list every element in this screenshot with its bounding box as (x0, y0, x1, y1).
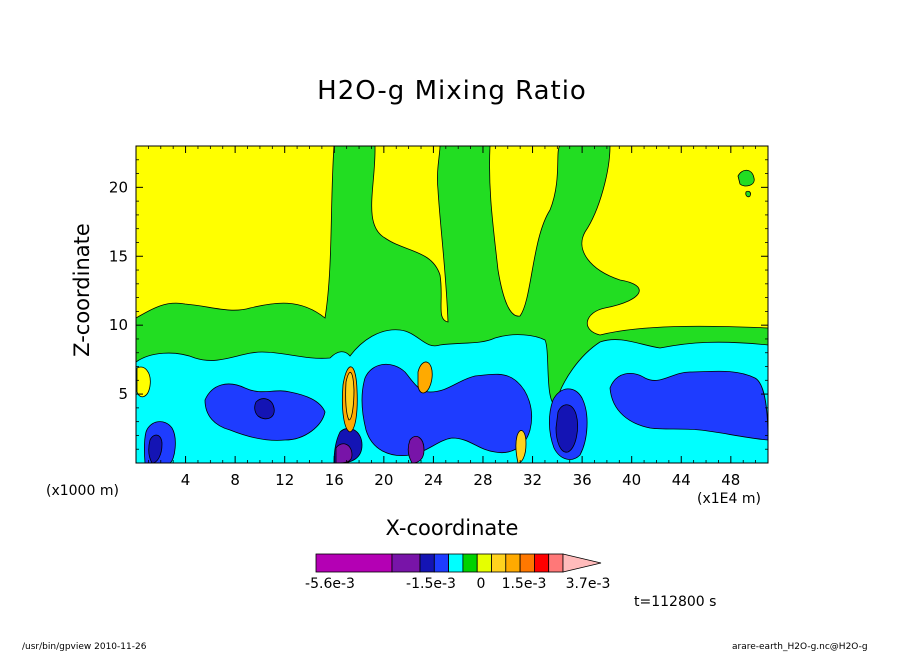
footer-right: arare-earth_H2O-g.nc@H2O-g (732, 642, 868, 652)
plot-frame (135, 145, 769, 464)
x-tick-label: 20 (374, 471, 393, 489)
x-tick-label: 40 (622, 471, 641, 489)
y-tick-label: 15 (109, 247, 128, 265)
x-tick-label: 24 (424, 471, 443, 489)
x-tick-label: 4 (181, 471, 191, 489)
x-tick-label: 44 (672, 471, 691, 489)
colorbar-label: -5.6e-3 (305, 576, 355, 592)
x-tick-label: 48 (721, 471, 740, 489)
colorbar-segment (391, 553, 421, 573)
colorbar-segment (315, 553, 393, 573)
colorbar-segment (519, 553, 535, 573)
region-blue-pocket-3 (609, 370, 768, 441)
colorbar-label: -1.5e-3 (406, 576, 456, 592)
time-label: t=112800 s (634, 594, 717, 610)
colorbar-segment (548, 553, 564, 573)
chart-title: H2O-g Mixing Ratio (317, 76, 587, 106)
x-tick-label: 28 (473, 471, 492, 489)
colorbar-segment (476, 553, 492, 573)
x-tick-label: 12 (275, 471, 294, 489)
colorbar-segment (433, 553, 449, 573)
x-unit-right: (x1E4 m) (697, 491, 761, 507)
colorbar-segment (534, 553, 550, 573)
colorbar-segment (491, 553, 507, 573)
x-axis-label: X-coordinate (385, 516, 519, 540)
x-tick-label: 16 (325, 471, 344, 489)
colorbar-segment (462, 553, 478, 573)
region-dark-blue-core (254, 398, 275, 420)
contour-field (136, 146, 768, 463)
colorbar-label: 0 (477, 576, 486, 592)
y-axis-label: Z-coordinate (70, 223, 94, 357)
x-unit-left: (x1000 m) (46, 483, 119, 499)
colorbar-segment (505, 553, 521, 573)
x-tick-label: 36 (573, 471, 592, 489)
colorbar-segment (448, 553, 464, 573)
region-purple-core (335, 443, 353, 463)
y-tick-label: 20 (109, 178, 128, 196)
footer-left: /usr/bin/gpview 2010-11-26 (22, 642, 147, 652)
y-tick-label: 10 (109, 316, 128, 334)
x-tick-label: 32 (523, 471, 542, 489)
colorbar-label: 3.7e-3 (566, 576, 611, 592)
colorbar-overflow-arrow (562, 553, 602, 573)
colorbar-segment (419, 553, 435, 573)
colorbar: -5.6e-3 -1.5e-3 0 1.5e-3 3.7e-3 (305, 553, 611, 592)
y-tick-label: 5 (118, 385, 128, 403)
colorbar-label: 1.5e-3 (502, 576, 547, 592)
x-tick-label: 8 (230, 471, 240, 489)
